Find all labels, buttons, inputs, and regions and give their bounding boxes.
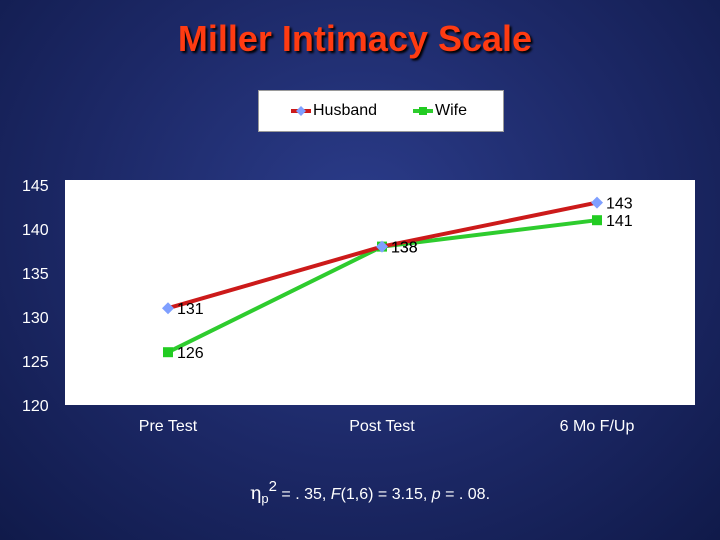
legend-item-husband: Husband: [291, 101, 377, 121]
series-group: [162, 196, 603, 358]
legend-marker-wife: [413, 107, 433, 115]
y-axis: 120 125 130 135 140 145: [22, 178, 49, 415]
y-tick-label: 135: [22, 266, 49, 283]
data-label-wife: 138: [391, 240, 418, 257]
legend: Husband Wife: [258, 90, 504, 132]
data-point-husband: [376, 240, 388, 253]
legend-item-wife: Wife: [413, 101, 467, 121]
eta-superscript: 2: [268, 478, 277, 495]
y-tick-label: 120: [22, 398, 49, 415]
data-label-wife: 126: [177, 345, 204, 362]
data-label-husband: 131: [177, 301, 204, 318]
x-tick-label: Pre Test: [139, 418, 198, 435]
legend-marker-husband: [291, 106, 311, 116]
data-point-wife: [592, 215, 602, 226]
x-tick-label: Post Test: [349, 418, 415, 435]
f-symbol: F: [330, 486, 341, 503]
x-tick-label: 6 Mo F/Up: [560, 418, 635, 435]
eta-value: = . 35,: [276, 486, 331, 503]
series-line-husband: [167, 200, 598, 311]
data-point-husband: [591, 196, 603, 209]
f-value: (1,6) = 3.15,: [340, 486, 432, 503]
y-tick-label: 140: [22, 222, 49, 239]
series-line-wife: [167, 218, 598, 354]
p-symbol: p: [431, 486, 441, 503]
x-axis: Pre Test Post Test 6 Mo F/Up: [139, 418, 635, 435]
y-tick-label: 130: [22, 310, 49, 327]
eta-subscript: p: [261, 491, 269, 506]
y-tick-label: 145: [22, 178, 49, 195]
legend-label-husband: Husband: [313, 102, 378, 119]
data-label-wife: 141: [606, 213, 633, 230]
data-point-husband: [162, 302, 174, 315]
p-value: = . 08.: [440, 486, 491, 503]
y-tick-label: 125: [22, 354, 49, 371]
eta-symbol: η: [250, 482, 262, 504]
effect-size-note: ηp2 = . 35, F(1,6) = 3.15, p = . 08.: [250, 478, 550, 506]
data-label-husband: 138: [391, 240, 418, 257]
data-point-wife: [163, 347, 173, 358]
chart-title: Miller Intimacy Scale: [177, 18, 533, 59]
data-label-husband: 143: [606, 196, 633, 213]
plot-area: [65, 180, 695, 405]
legend-label-wife: Wife: [435, 102, 467, 119]
